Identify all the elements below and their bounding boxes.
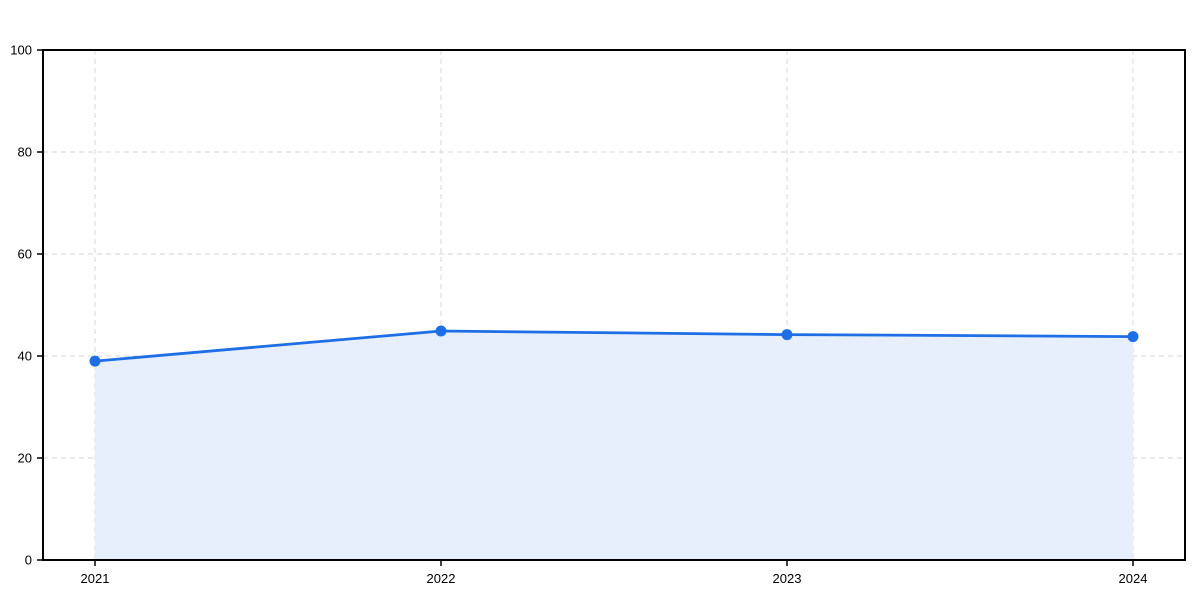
x-tick-label: 2024 <box>1119 571 1148 586</box>
data-point <box>89 355 101 367</box>
x-tick-label: 2022 <box>427 571 456 586</box>
y-tick-label: 20 <box>18 451 32 466</box>
y-tick-label: 80 <box>18 145 32 160</box>
y-tick-label: 100 <box>10 43 32 58</box>
y-tick-label: 40 <box>18 349 32 364</box>
data-point <box>781 329 793 341</box>
data-point <box>435 325 447 337</box>
trend-line <box>93 329 1135 363</box>
area-fill <box>95 331 1133 560</box>
data-point <box>1127 331 1139 343</box>
x-tick-label: 2021 <box>81 571 110 586</box>
y-tick-label: 60 <box>18 247 32 262</box>
y-tick-label: 0 <box>25 553 32 568</box>
x-tick-label: 2023 <box>773 571 802 586</box>
plot-frame <box>42 49 1186 561</box>
